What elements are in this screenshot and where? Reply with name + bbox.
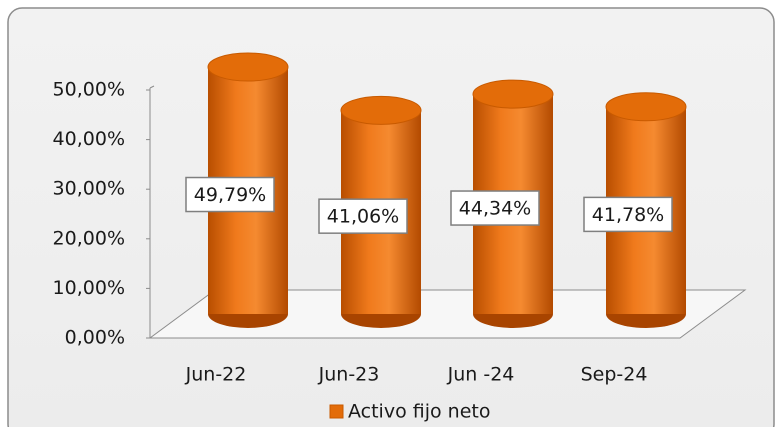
bar-top	[605, 92, 687, 122]
y-tick-label: 50,00%	[53, 79, 125, 101]
x-tick-label: Jun-23	[318, 364, 380, 386]
bar-top	[207, 52, 289, 82]
legend-label: Activo fijo neto	[348, 401, 490, 423]
x-tick-label: Jun -24	[447, 364, 515, 386]
floor	[148, 289, 747, 339]
legend-swatch	[329, 404, 344, 419]
y-tick-label: 30,00%	[53, 178, 125, 200]
y-tick-label: 40,00%	[53, 128, 125, 150]
axis-cap	[149, 85, 155, 89]
value-label: 44,34%	[459, 198, 531, 220]
y-tick-label: 10,00%	[53, 277, 125, 299]
value-label: 41,06%	[327, 206, 399, 228]
value-label-box	[450, 190, 540, 226]
value-label-box	[318, 198, 408, 234]
y-tick-label: 20,00%	[53, 227, 125, 249]
x-tick-label: Jun-22	[185, 364, 247, 386]
value-label-box	[583, 196, 673, 233]
bar-top	[472, 79, 554, 109]
value-label-box	[185, 176, 275, 213]
value-label: 41,78%	[592, 204, 664, 226]
x-tick-label: Sep-24	[581, 364, 648, 386]
bar-top	[340, 95, 422, 125]
y-tick-label: 0,00%	[65, 327, 125, 349]
value-label: 49,79%	[194, 184, 266, 206]
